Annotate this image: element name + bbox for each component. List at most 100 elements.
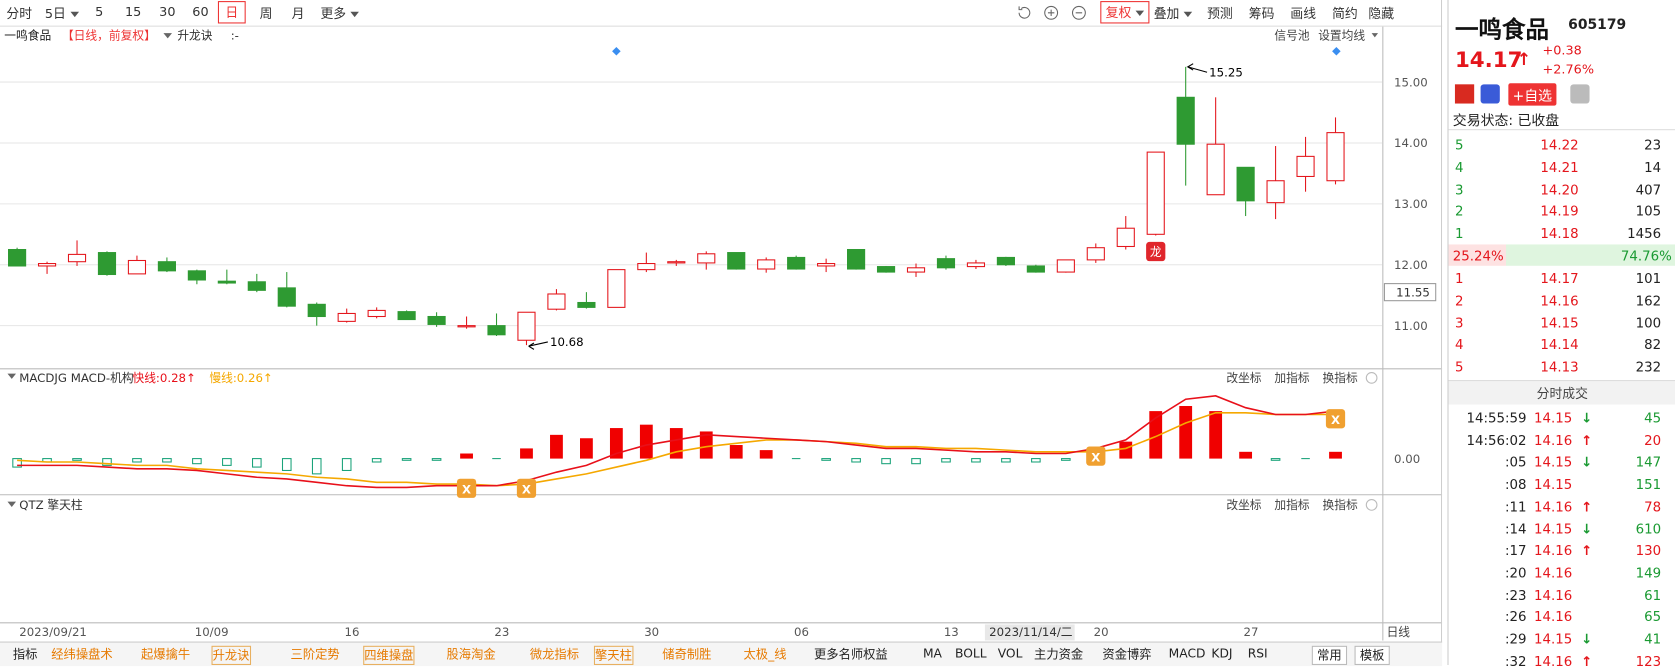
tab[interactable]: 5日 [45,4,79,22]
candle-body [817,263,836,267]
candle-body [247,281,266,291]
status: 交易状态: 已收盘 [1452,113,1560,130]
trade-dir: ↑ [1580,542,1593,559]
macd-bar [520,448,533,459]
indicator-tab[interactable]: 模板 [1354,645,1390,666]
tool[interactable]: 画线 [1290,6,1317,22]
tab[interactable]: 15 [124,4,142,20]
action[interactable]: 换指标 [1322,498,1357,512]
action[interactable]: 加指标 [1274,371,1309,385]
tool[interactable]: 预测 [1207,6,1233,22]
trade-price: 14.16 [1533,652,1573,669]
bid-level: 5 [1454,358,1464,375]
indicator-tab[interactable]: 股海淘金 [446,646,496,662]
action[interactable]: 加指标 [1274,498,1309,512]
stock-name: 一鸣食品 [1454,17,1549,44]
macd-bar [1179,406,1193,459]
tab[interactable]: 更多 [320,4,358,22]
macd-bar [1239,451,1253,459]
ask-level: 1 [1454,225,1464,242]
stock-code: 605179 [1568,17,1627,34]
macd-bar [102,458,112,466]
candle-body [127,259,147,275]
macd-bar [1031,458,1041,463]
trade-volume: 123 [1635,652,1662,669]
y-tick-label: 12.00 [1394,258,1428,272]
x-tick-label: 2023/09/21 [19,625,87,639]
indicator-tab[interactable]: MACD [1168,645,1206,661]
indicator-tab[interactable]: 资金博弈 [1102,646,1152,662]
tab-selected[interactable]: 日 [217,1,246,24]
action[interactable]: 改坐标 [1226,498,1261,512]
candle-body [457,325,476,328]
indicator-tab[interactable]: 太极_线 [743,646,787,662]
tab[interactable]: 周 [259,6,273,22]
tab[interactable]: 30 [159,4,176,20]
indicator-tab[interactable]: 四维操盘 [363,645,415,666]
bid-volume: 162 [1635,292,1662,309]
tool[interactable]: 复权 [1100,1,1150,24]
ask-ratio: 25.24% [1452,247,1504,264]
high-label: 15.25 [1209,65,1243,79]
candle-body [1026,265,1045,273]
trade-price: 14.15 [1533,476,1573,493]
indicator-tab[interactable]: BOLL [955,645,987,661]
quote-panel: 一鸣食品 605179 14.17 ↑ +0.38 +2.76% +自选 交易状态: 已收盘 5… [1447,0,1675,669]
indicator-tab[interactable]: KDJ [1211,645,1233,661]
tab[interactable]: 月 [291,6,305,22]
trade-time: :17 [1505,542,1527,559]
indicator-tab[interactable]: 更多名师权益 [813,646,888,662]
indicator[interactable]: 升龙诀 [177,28,212,42]
bid-volume: 232 [1635,358,1662,375]
trade-time: :14 [1505,520,1527,537]
tool[interactable]: 筹码 [1248,6,1275,22]
indicator-tab[interactable]: MA [922,645,942,661]
trade-time: 14:55:59 [1466,409,1527,426]
toolbar-icons[interactable] [1015,4,1090,21]
macd-bar [222,458,232,466]
ma-setting[interactable]: 设置均线 [1318,28,1365,42]
indicator-tab[interactable]: 经纬操盘术 [51,646,113,662]
indicator-tab[interactable]: 擎天柱 [593,645,633,666]
trade-dir: ↑ [1580,652,1593,669]
macd-bar [192,458,202,465]
action[interactable]: 改坐标 [1226,371,1261,385]
tab[interactable]: 5 [95,4,104,20]
trade-price: 14.15 [1533,520,1573,537]
tab[interactable]: 分时 [6,6,33,22]
tool[interactable]: 隐藏 [1368,6,1395,22]
action[interactable]: 换指标 [1322,371,1357,385]
indicator-tab[interactable]: 常用 [1311,645,1348,666]
indicator-tab[interactable]: 起爆擒牛 [141,646,191,662]
candle-body [1236,166,1255,202]
ask-level: 5 [1454,136,1464,153]
bid-level: 4 [1454,336,1464,353]
y-tick-label: 15.00 [1394,75,1428,89]
indicator-tab[interactable]: 升龙诀 [211,645,251,666]
indicator-tab[interactable]: 微龙指标 [529,646,579,662]
trade-time: :08 [1505,476,1527,493]
sep [1448,380,1675,405]
candle-body [757,259,776,270]
indicator-tab[interactable]: RSI [1247,645,1268,661]
ask-volume: 105 [1635,203,1662,220]
x-tick-label: 06 [794,625,809,639]
tab[interactable]: 60 [192,4,209,20]
chart: 一鸣食品 【日线，前复权】 升龙诀 :- 信号池 设置均线 MACDJG MAC… [0,0,1443,642]
indicator-tab[interactable]: 储奇制胜 [662,646,712,662]
trade-price: 14.16 [1533,542,1573,559]
tool[interactable]: 叠加 [1154,4,1192,22]
tool[interactable]: 简约 [1332,6,1358,22]
indicator-tab[interactable]: 指标 [12,646,38,662]
indicator-tab[interactable]: VOL [997,645,1023,661]
candle-body [906,267,926,273]
change-pct: +2.76% [1542,61,1595,77]
macd-bar [639,424,653,459]
macd-bar [431,458,442,461]
macd-bar [1001,458,1011,463]
indicator-tab[interactable]: 主力资金 [1034,646,1084,662]
signal-pool[interactable]: 信号池 [1274,28,1309,42]
trade-dir: ↓ [1580,454,1593,471]
indicator-tab[interactable]: 三阶定势 [290,646,340,662]
watch-button[interactable]: +自选 [1508,83,1557,106]
